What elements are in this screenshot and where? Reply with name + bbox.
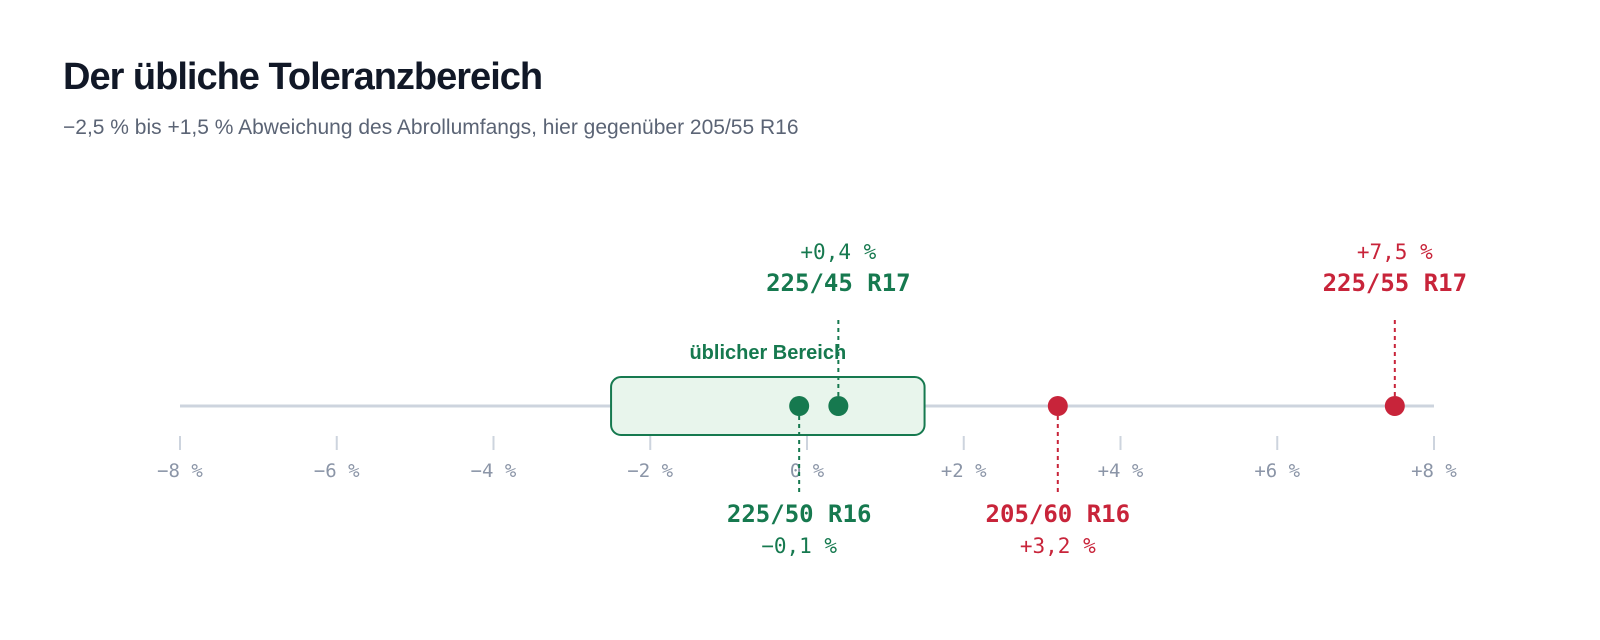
point-value-label: −0,1 % <box>761 534 837 558</box>
tick-label: −4 % <box>471 460 517 482</box>
tick-label: +2 % <box>941 460 987 482</box>
data-point <box>1047 396 1068 416</box>
chart-subtitle: −2,5 % bis +1,5 % Abweichung des Abrollu… <box>63 116 799 139</box>
point-tire-label: 225/55 R17 <box>1323 269 1468 297</box>
point-tire-label: 225/45 R17 <box>766 269 911 297</box>
tick-label: −8 % <box>157 460 203 482</box>
point-tire-label: 205/60 R16 <box>986 500 1131 528</box>
tick-label: +8 % <box>1411 460 1457 482</box>
tolerance-range-label: üblicher Bereich <box>689 342 846 364</box>
tick-label: 0 % <box>790 460 825 482</box>
point-value-label: +7,5 % <box>1357 240 1433 264</box>
point-tire-label: 225/50 R16 <box>727 500 872 528</box>
tick-label: −2 % <box>627 460 673 482</box>
chart-title: Der übliche Toleranzbereich <box>63 56 543 98</box>
data-point <box>1384 396 1405 416</box>
data-point <box>789 396 810 416</box>
point-value-label: +3,2 % <box>1020 534 1096 558</box>
tick-label: −6 % <box>314 460 360 482</box>
tolerance-range-box <box>610 376 926 436</box>
tick-label: +4 % <box>1098 460 1144 482</box>
data-point <box>828 396 849 416</box>
tick-label: +6 % <box>1254 460 1300 482</box>
point-value-label: +0,4 % <box>800 240 876 264</box>
